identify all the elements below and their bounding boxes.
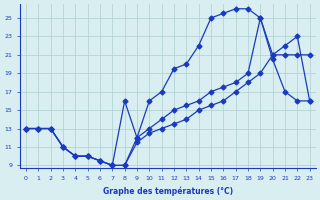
X-axis label: Graphe des températures (°C): Graphe des températures (°C) [103,186,233,196]
